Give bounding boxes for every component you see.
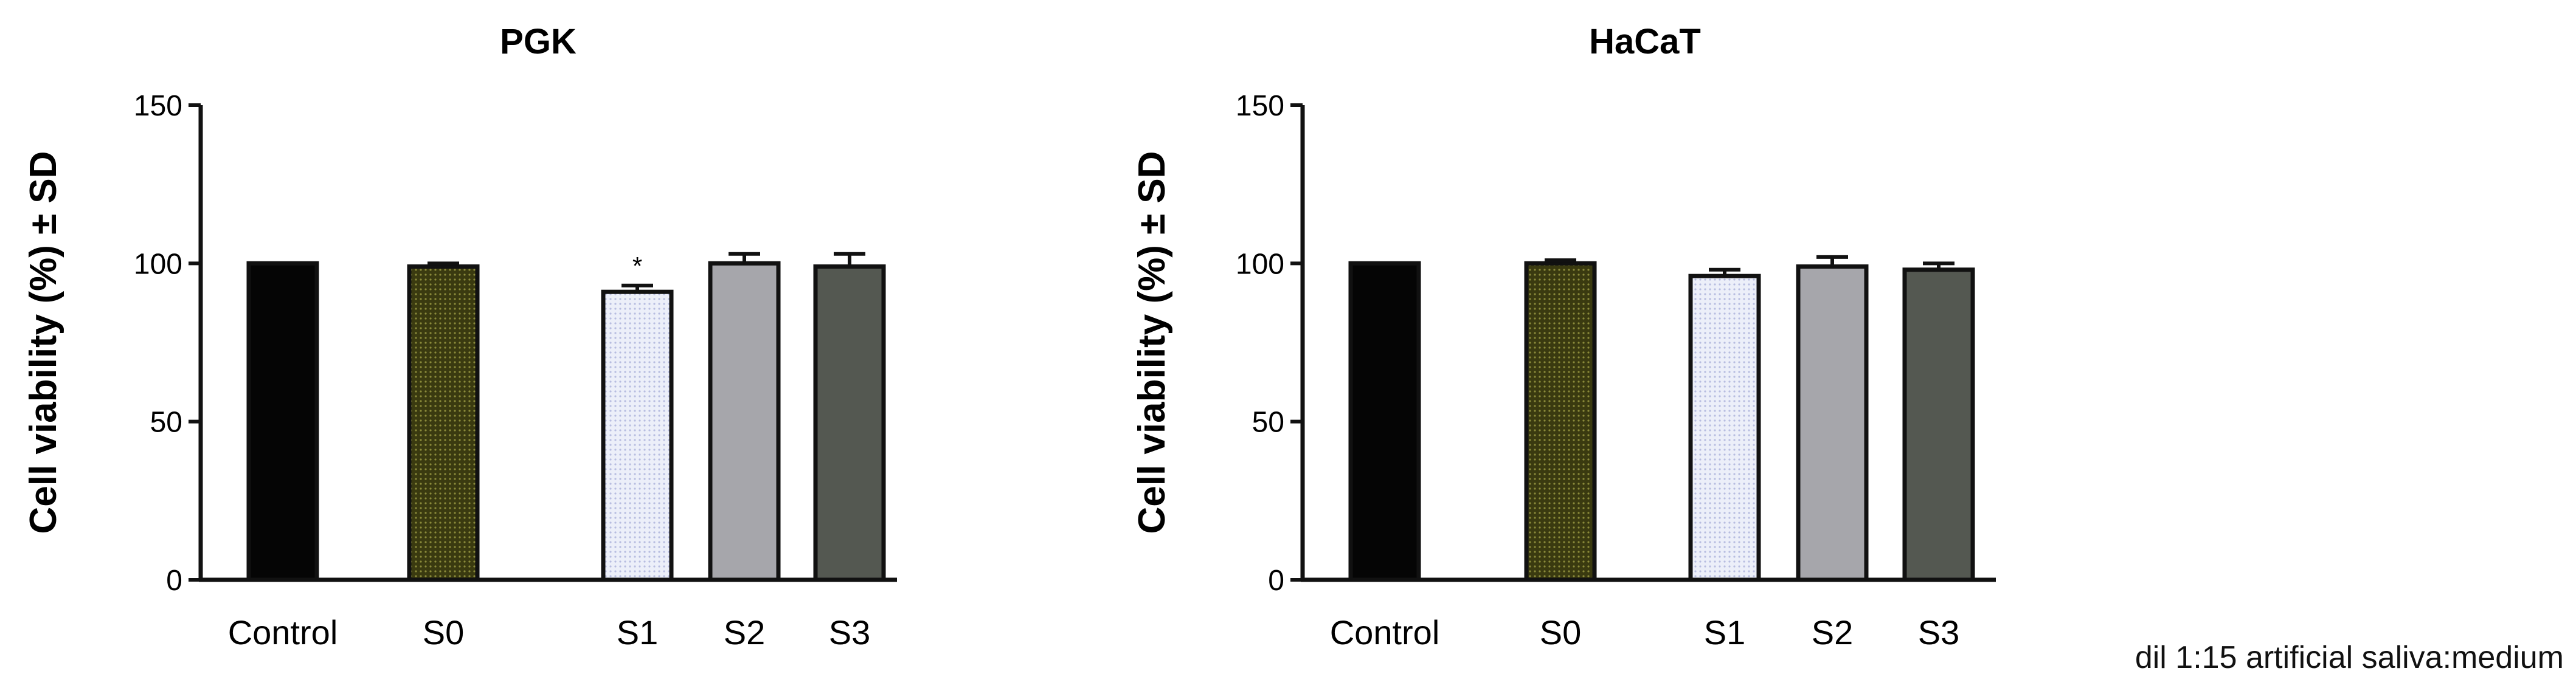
- x-tick-label: S2: [724, 613, 766, 652]
- bar-s3: [813, 264, 886, 582]
- bar-s2: [708, 261, 781, 582]
- bar-control: [246, 261, 319, 582]
- x-tick-label: S3: [829, 613, 871, 652]
- bar-s1: [1688, 273, 1761, 582]
- bar-s0: [1524, 261, 1597, 582]
- x-tick-label: S0: [423, 613, 465, 652]
- bar-s0: [407, 264, 480, 582]
- y-tick-label: 150: [134, 90, 182, 122]
- x-tick-label: S2: [1812, 613, 1854, 652]
- bar-s2: [1796, 264, 1869, 582]
- y-tick-label: 100: [1236, 248, 1284, 280]
- x-tick-label: Control: [1330, 613, 1440, 652]
- x-tick-label: S0: [1540, 613, 1582, 652]
- bar-s1: [601, 289, 674, 582]
- x-tick-label: Control: [228, 613, 338, 652]
- chart-title: PGK: [500, 22, 576, 61]
- x-tick-label: S1: [1704, 613, 1746, 652]
- bar-control: [1348, 261, 1421, 582]
- y-axis-label: Cell viability (%) ± SD: [1131, 151, 1173, 534]
- x-tick-label: S3: [1918, 613, 1960, 652]
- y-tick-label: 150: [1236, 90, 1284, 122]
- y-tick-label: 0: [1268, 565, 1284, 597]
- significance-marker: *: [632, 252, 642, 280]
- y-tick-label: 0: [166, 565, 182, 597]
- y-tick-label: 100: [134, 248, 182, 280]
- chart-panel-0: PGK Cell viability (%) ± SD Control S0 * S1 S2…: [23, 22, 897, 652]
- y-tick-label: 50: [1252, 407, 1284, 439]
- chart-panel-1: HaCaT Cell viability (%) ± SD Control S0 S1 S…: [1131, 22, 1996, 652]
- chart-title: HaCaT: [1589, 22, 1701, 61]
- y-tick-label: 50: [150, 407, 182, 439]
- y-axis-label: Cell viability (%) ± SD: [23, 151, 64, 534]
- x-tick-label: S1: [617, 613, 659, 652]
- footnote: dil 1:15 artificial saliva:medium: [2135, 640, 2564, 675]
- bar-s3: [1902, 267, 1975, 582]
